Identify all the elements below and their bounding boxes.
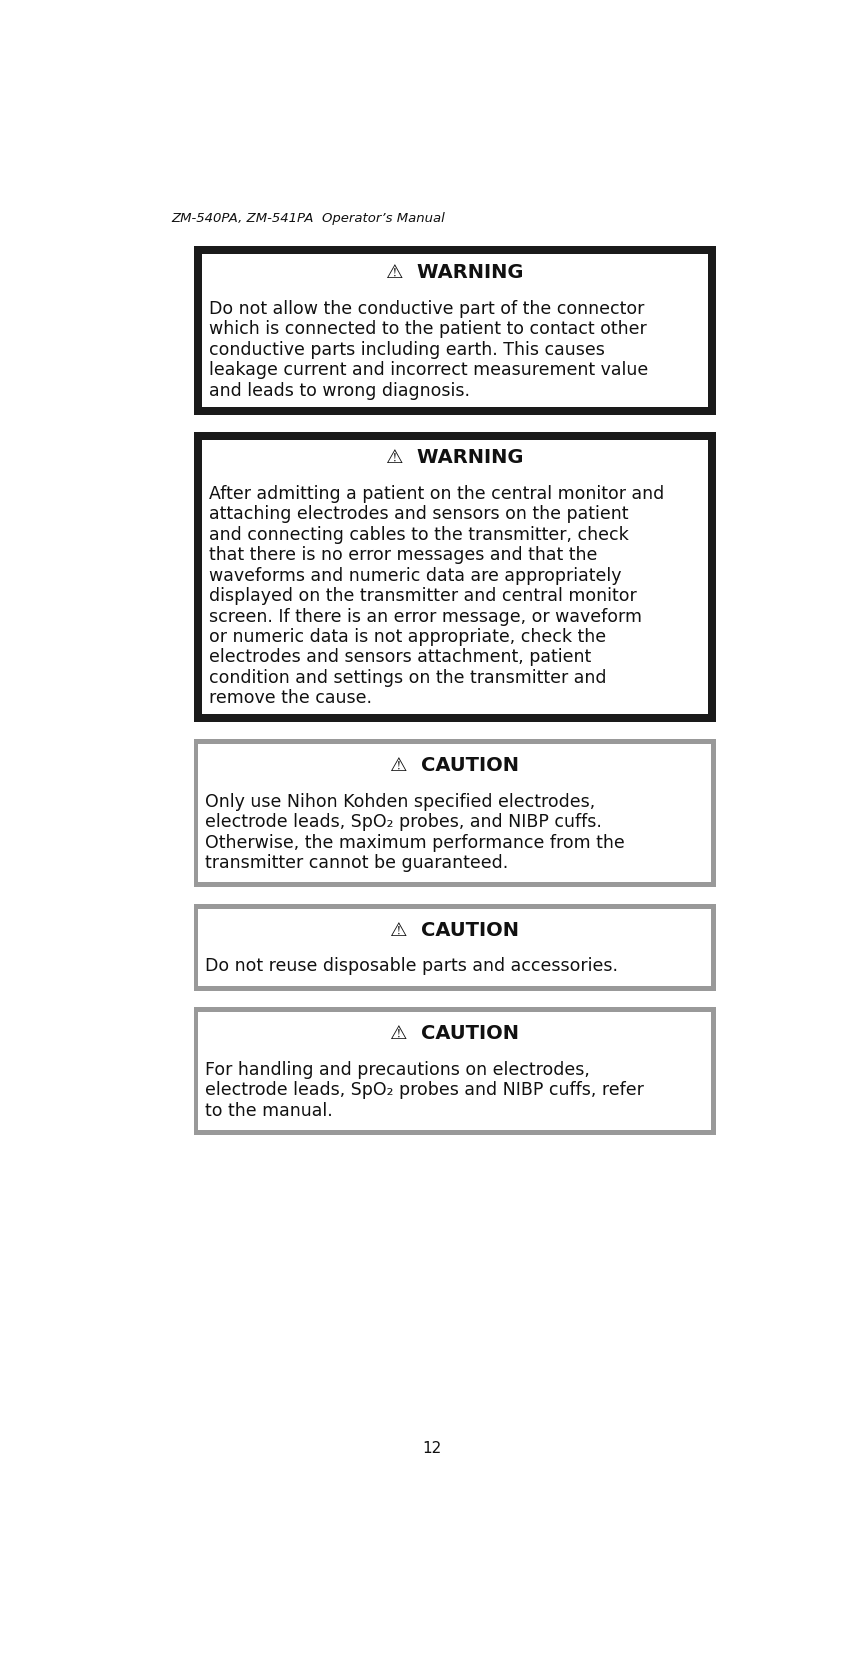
Text: screen. If there is an error message, or waveform: screen. If there is an error message, or… bbox=[208, 607, 642, 626]
Text: electrodes and sensors attachment, patient: electrodes and sensors attachment, patie… bbox=[208, 649, 591, 667]
Text: Otherwise, the maximum performance from the: Otherwise, the maximum performance from … bbox=[206, 834, 626, 852]
Text: displayed on the transmitter and central monitor: displayed on the transmitter and central… bbox=[208, 588, 636, 606]
Text: remove the cause.: remove the cause. bbox=[208, 688, 372, 707]
Text: Only use Nihon Kohden specified electrodes,: Only use Nihon Kohden specified electrod… bbox=[206, 793, 596, 811]
Text: After admitting a patient on the central monitor and: After admitting a patient on the central… bbox=[208, 485, 664, 503]
Text: For handling and precautions on electrodes,: For handling and precautions on electrod… bbox=[206, 1061, 590, 1079]
Text: ⚠  WARNING: ⚠ WARNING bbox=[386, 449, 524, 467]
Text: Do not reuse disposable parts and accessories.: Do not reuse disposable parts and access… bbox=[206, 958, 619, 975]
Text: 12: 12 bbox=[422, 1442, 442, 1456]
Bar bbox=[194, 904, 717, 991]
Text: electrode leads, SpO₂ probes and NIBP cuffs, refer: electrode leads, SpO₂ probes and NIBP cu… bbox=[206, 1081, 644, 1099]
Bar bbox=[198, 745, 711, 882]
Text: to the manual.: to the manual. bbox=[206, 1102, 333, 1120]
Bar bbox=[198, 1013, 711, 1130]
Text: that there is no error messages and that the: that there is no error messages and that… bbox=[208, 546, 597, 564]
Bar bbox=[194, 432, 717, 722]
Text: ⚠  CAUTION: ⚠ CAUTION bbox=[390, 920, 519, 940]
Text: conductive parts including earth. This causes: conductive parts including earth. This c… bbox=[208, 341, 604, 359]
Text: and connecting cables to the transmitter, check: and connecting cables to the transmitter… bbox=[208, 526, 628, 544]
Text: attaching electrodes and sensors on the patient: attaching electrodes and sensors on the … bbox=[208, 505, 628, 523]
Text: leakage current and incorrect measurement value: leakage current and incorrect measuremen… bbox=[208, 361, 648, 379]
Bar bbox=[198, 909, 711, 986]
Bar bbox=[194, 1008, 717, 1135]
Text: ZM-540PA, ZM-541PA  Operator’s Manual: ZM-540PA, ZM-541PA Operator’s Manual bbox=[171, 212, 445, 225]
Text: electrode leads, SpO₂ probes, and NIBP cuffs.: electrode leads, SpO₂ probes, and NIBP c… bbox=[206, 813, 602, 831]
Text: or numeric data is not appropriate, check the: or numeric data is not appropriate, chec… bbox=[208, 627, 606, 645]
Text: ⚠  CAUTION: ⚠ CAUTION bbox=[390, 756, 519, 775]
Text: which is connected to the patient to contact other: which is connected to the patient to con… bbox=[208, 321, 647, 338]
Text: waveforms and numeric data are appropriately: waveforms and numeric data are appropria… bbox=[208, 566, 621, 584]
Bar bbox=[194, 247, 717, 415]
Text: ⚠  CAUTION: ⚠ CAUTION bbox=[390, 1024, 519, 1043]
Bar bbox=[194, 740, 717, 887]
Text: ⚠  WARNING: ⚠ WARNING bbox=[386, 263, 524, 281]
Text: condition and settings on the transmitter and: condition and settings on the transmitte… bbox=[208, 669, 606, 687]
Bar bbox=[201, 440, 708, 715]
Text: Do not allow the conductive part of the connector: Do not allow the conductive part of the … bbox=[208, 300, 644, 318]
Text: transmitter cannot be guaranteed.: transmitter cannot be guaranteed. bbox=[206, 854, 508, 872]
Bar bbox=[201, 255, 708, 407]
Text: and leads to wrong diagnosis.: and leads to wrong diagnosis. bbox=[208, 382, 470, 399]
